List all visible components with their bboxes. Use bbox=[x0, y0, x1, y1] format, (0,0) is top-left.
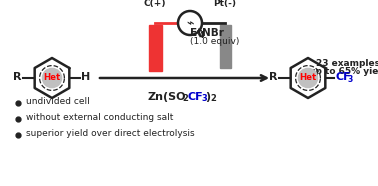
Circle shape bbox=[178, 11, 202, 35]
Text: 3: 3 bbox=[201, 94, 207, 103]
Text: C(+): C(+) bbox=[144, 0, 166, 8]
Text: 23 examples: 23 examples bbox=[316, 59, 378, 68]
Circle shape bbox=[42, 68, 62, 88]
Text: H: H bbox=[81, 72, 90, 82]
Bar bbox=[220, 25, 231, 68]
Text: (1.0 equiv): (1.0 equiv) bbox=[190, 37, 239, 46]
Text: 2: 2 bbox=[210, 94, 216, 103]
Text: ): ) bbox=[205, 92, 210, 102]
Text: 2: 2 bbox=[182, 94, 188, 103]
Text: up to 65% yield: up to 65% yield bbox=[308, 67, 378, 76]
Text: Het: Het bbox=[43, 73, 60, 83]
Text: without external conducting salt: without external conducting salt bbox=[26, 113, 174, 123]
Text: 4: 4 bbox=[198, 31, 204, 40]
Text: CF: CF bbox=[187, 92, 203, 102]
Text: R: R bbox=[270, 72, 278, 82]
Bar bbox=[149, 25, 161, 71]
Circle shape bbox=[298, 68, 318, 88]
Text: Het: Het bbox=[299, 73, 317, 83]
Text: CF: CF bbox=[335, 72, 351, 82]
Text: superior yield over direct electrolysis: superior yield over direct electrolysis bbox=[26, 129, 195, 139]
Text: Pt(-): Pt(-) bbox=[214, 0, 237, 8]
Text: 3: 3 bbox=[347, 76, 353, 84]
Text: NBr: NBr bbox=[202, 28, 224, 38]
Text: Et: Et bbox=[190, 28, 202, 38]
Text: Zn(SO: Zn(SO bbox=[148, 92, 186, 102]
Text: undivided cell: undivided cell bbox=[26, 97, 90, 107]
Text: R: R bbox=[14, 72, 22, 82]
Text: ⌁: ⌁ bbox=[186, 17, 194, 30]
